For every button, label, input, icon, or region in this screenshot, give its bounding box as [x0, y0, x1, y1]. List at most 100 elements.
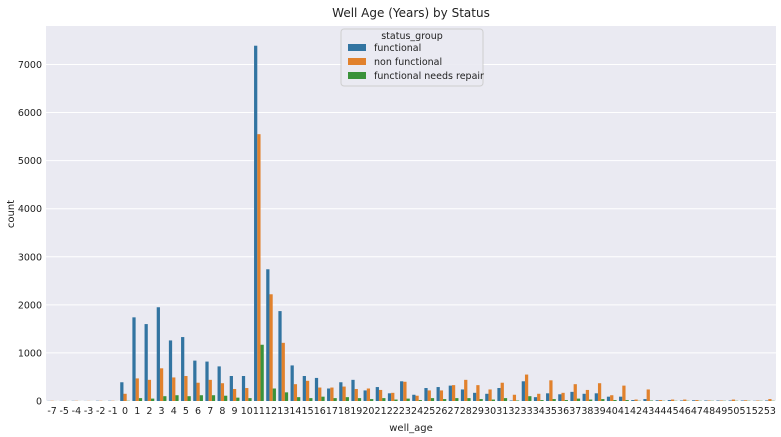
bar-functional-3 — [156, 307, 160, 401]
legend-swatch — [348, 58, 366, 65]
bar-functional-needs-repair-17 — [333, 398, 337, 401]
x-tick-label: 45 — [667, 406, 679, 417]
bar-non-functional-7 — [208, 379, 212, 401]
bar-functional-needs-repair-16 — [321, 396, 325, 401]
x-tick-label: 5 — [183, 406, 189, 417]
y-tick-label: 3000 — [18, 252, 42, 263]
bars — [47, 45, 775, 401]
bar-non-functional-0 — [123, 393, 127, 401]
bar-non-functional-40 — [610, 395, 614, 401]
bar-functional-19 — [351, 379, 355, 401]
bar-non-functional-24 — [415, 395, 419, 401]
bar-functional-11 — [254, 45, 258, 401]
x-tick-label: 35 — [545, 406, 557, 417]
x-tick-label: 51 — [740, 406, 752, 417]
bar-functional-needs-repair-31 — [503, 398, 508, 401]
bar-non-functional-47 — [695, 400, 699, 401]
bar-functional-5 — [181, 337, 185, 401]
bar-non-functional-42 — [634, 399, 638, 401]
bar-functional-needs-repair-1 — [138, 398, 143, 401]
bar-functional-2 — [144, 324, 148, 401]
x-tick-label: 26 — [435, 406, 447, 417]
bar-functional-31 — [497, 388, 501, 401]
x-tick-label: 32 — [508, 406, 520, 417]
y-tick-label: 0 — [36, 397, 42, 408]
bar-functional-25 — [424, 388, 428, 401]
y-tick-label: 4000 — [18, 204, 42, 215]
bar-functional-40 — [606, 396, 611, 401]
bar-non-functional-32 — [512, 394, 517, 401]
bar-functional-needs-repair-21 — [382, 398, 386, 401]
bar-functional-needs-repair-5 — [187, 396, 191, 401]
x-tick-label: -3 — [84, 406, 93, 417]
x-tick-label: 30 — [484, 406, 496, 417]
x-tick-label: 21 — [375, 406, 387, 417]
bar-non-functional-43 — [646, 389, 650, 401]
bar-functional-36 — [558, 394, 562, 401]
bar-functional-16 — [314, 377, 319, 401]
bar-functional-35 — [546, 393, 550, 401]
bar-non-functional-41 — [622, 385, 626, 401]
bar-non-functional-38 — [585, 389, 590, 401]
bar-functional-needs-repair-13 — [284, 392, 289, 401]
bar-non-functional-53 — [768, 399, 772, 401]
bar-non-functional-5 — [184, 376, 188, 401]
bar-functional-4 — [168, 340, 173, 401]
bar-functional-24 — [412, 394, 416, 401]
bar-functional-needs-repair-40 — [613, 400, 617, 401]
x-tick-label: 27 — [448, 406, 460, 417]
legend-label: non functional — [374, 57, 442, 68]
bar-functional-22 — [387, 393, 392, 401]
bar-non-functional-46 — [683, 399, 687, 401]
bar-non-functional-26 — [439, 390, 444, 401]
x-tick-label: 13 — [277, 406, 289, 417]
x-tick-label: 0 — [122, 406, 128, 417]
bar-functional-23 — [400, 381, 404, 401]
bar-functional-43 — [643, 399, 647, 401]
x-tick-label: 39 — [594, 406, 606, 417]
bar-functional-17 — [327, 388, 331, 401]
bar-non-functional-18 — [342, 386, 346, 401]
bar-functional-needs-repair-15 — [309, 398, 313, 401]
bar-functional-needs-repair-11 — [260, 344, 264, 401]
x-tick-label: 49 — [715, 406, 727, 417]
bar-functional-needs-repair-3 — [163, 396, 167, 401]
bar-functional-27 — [448, 385, 452, 401]
legend-title: status_group — [381, 31, 443, 42]
bar-functional-needs-repair-24 — [418, 400, 422, 401]
bar-functional-needs-repair-8 — [224, 395, 228, 401]
x-tick-label: 6 — [195, 406, 201, 417]
x-tick-label: 7 — [207, 406, 213, 417]
x-tick-label: 47 — [691, 406, 703, 417]
y-axis-ticks: 0 1000 2000 3000 4000 5000 6000 7000 — [18, 60, 42, 408]
legend-items: functional non functional functional needs… — [348, 43, 484, 82]
bar-functional-needs-repair-34 — [540, 400, 544, 401]
chart-title: Well Age (Years) by Status — [332, 6, 490, 20]
bar-functional-needs-repair-14 — [297, 397, 301, 401]
bar-functional-14 — [290, 365, 294, 401]
x-tick-label: 12 — [265, 406, 277, 417]
bar-non-functional-31 — [500, 382, 504, 401]
bar-functional-needs-repair-35 — [552, 399, 556, 401]
bar-functional-needs-repair-28 — [467, 398, 471, 401]
bar-functional-needs-repair-18 — [345, 397, 349, 401]
bar-functional-1 — [132, 317, 136, 401]
y-tick-label: 2000 — [18, 300, 42, 311]
x-tick-label: 23 — [399, 406, 411, 417]
legend-swatch — [348, 72, 366, 79]
x-tick-label: 19 — [350, 406, 362, 417]
x-tick-label: 2 — [146, 406, 152, 417]
bar-functional-29 — [473, 392, 477, 401]
bar-functional-needs-repair-30 — [491, 399, 495, 401]
bar-functional-34 — [533, 397, 538, 401]
bar-functional-18 — [339, 382, 343, 401]
bar-functional-needs-repair-9 — [236, 397, 240, 401]
bar-functional-needs-repair-22 — [394, 399, 398, 401]
bar-functional-12 — [266, 269, 270, 401]
x-tick-label: 18 — [338, 406, 350, 417]
bar-functional-13 — [278, 311, 282, 401]
legend-swatch — [348, 44, 366, 51]
bar-functional-28 — [460, 389, 465, 401]
bar-non-functional-6 — [196, 382, 200, 401]
bar-functional-20 — [363, 390, 367, 401]
